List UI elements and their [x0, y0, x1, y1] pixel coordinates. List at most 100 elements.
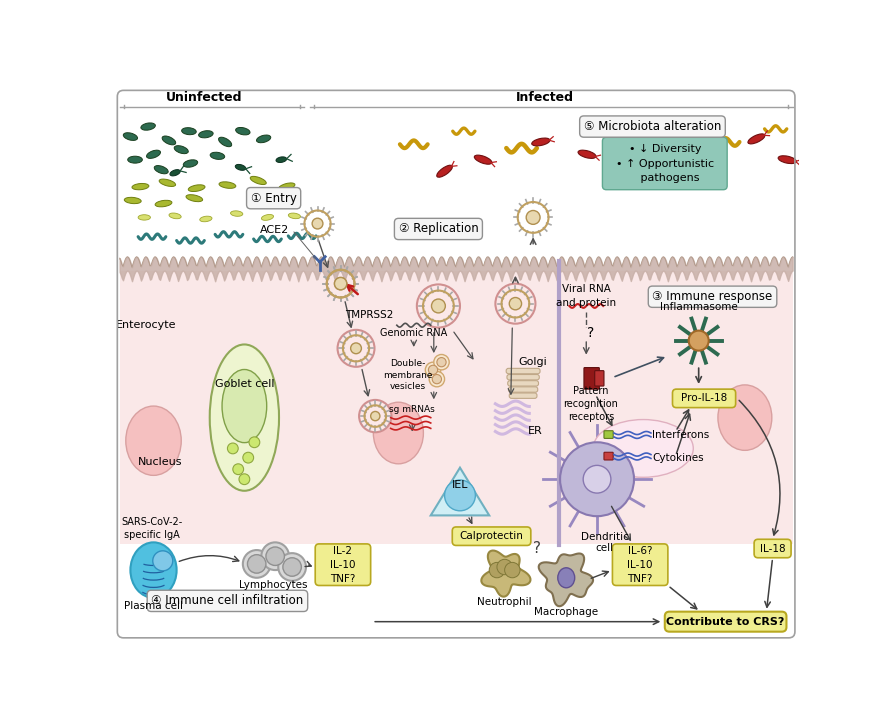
Ellipse shape	[279, 183, 295, 190]
Ellipse shape	[169, 213, 182, 218]
FancyBboxPatch shape	[754, 539, 791, 558]
Text: Lymphocytes: Lymphocytes	[239, 580, 308, 590]
Circle shape	[351, 343, 361, 354]
Ellipse shape	[256, 135, 271, 143]
Circle shape	[433, 374, 441, 384]
FancyBboxPatch shape	[595, 371, 604, 386]
Ellipse shape	[437, 165, 452, 177]
Ellipse shape	[198, 131, 213, 138]
FancyBboxPatch shape	[604, 452, 613, 460]
FancyBboxPatch shape	[673, 389, 736, 407]
Text: Infected: Infected	[515, 91, 574, 104]
Ellipse shape	[128, 156, 142, 163]
Ellipse shape	[147, 150, 160, 159]
Text: Double-
membrane
vesicles: Double- membrane vesicles	[383, 359, 433, 392]
Text: Nucleus: Nucleus	[137, 457, 182, 467]
Ellipse shape	[141, 123, 156, 131]
Circle shape	[279, 553, 306, 581]
FancyBboxPatch shape	[584, 368, 599, 389]
Text: Genomic RNA: Genomic RNA	[380, 328, 448, 338]
Circle shape	[428, 366, 438, 374]
Circle shape	[153, 551, 173, 571]
FancyBboxPatch shape	[452, 527, 530, 546]
Circle shape	[247, 554, 266, 573]
Bar	[119, 270, 793, 544]
Text: TMPRSS2: TMPRSS2	[345, 310, 393, 320]
Text: ② Replication: ② Replication	[399, 223, 478, 236]
Circle shape	[496, 283, 536, 324]
Ellipse shape	[155, 200, 172, 207]
Circle shape	[337, 329, 375, 367]
Ellipse shape	[276, 157, 287, 162]
Text: Interferons: Interferons	[652, 430, 709, 441]
Ellipse shape	[222, 369, 267, 443]
Ellipse shape	[159, 179, 175, 187]
Ellipse shape	[154, 166, 168, 174]
Circle shape	[497, 559, 513, 575]
Text: Uninfected: Uninfected	[166, 91, 243, 104]
Polygon shape	[538, 554, 593, 606]
FancyBboxPatch shape	[507, 374, 539, 380]
Circle shape	[335, 278, 347, 290]
Text: Pattern
recognition
receptors: Pattern recognition receptors	[563, 386, 619, 422]
Text: Inflammasome: Inflammasome	[659, 302, 738, 311]
Ellipse shape	[131, 542, 176, 598]
Text: Contribute to CRS?: Contribute to CRS?	[667, 616, 785, 627]
Ellipse shape	[250, 177, 266, 185]
Text: IL-2
IL-10
TNF?: IL-2 IL-10 TNF?	[330, 546, 356, 584]
Ellipse shape	[288, 213, 301, 218]
Circle shape	[283, 558, 302, 576]
Text: ACE2: ACE2	[260, 225, 289, 235]
Text: ④ Immune cell infiltration: ④ Immune cell infiltration	[151, 594, 303, 607]
Text: • ↓ Diversity
• ↑ Opportunistic
   pathogens: • ↓ Diversity • ↑ Opportunistic pathogen…	[616, 143, 714, 183]
FancyBboxPatch shape	[603, 137, 727, 190]
Text: Golgi: Golgi	[518, 357, 546, 367]
FancyBboxPatch shape	[315, 544, 370, 585]
Ellipse shape	[531, 138, 550, 146]
FancyBboxPatch shape	[509, 393, 537, 399]
Circle shape	[490, 562, 505, 578]
Ellipse shape	[219, 137, 231, 146]
Text: Calprotectin: Calprotectin	[459, 531, 523, 541]
Circle shape	[526, 211, 540, 224]
Text: Enterocyte: Enterocyte	[116, 320, 176, 330]
Text: IEL: IEL	[452, 479, 468, 490]
Circle shape	[445, 480, 475, 510]
Polygon shape	[481, 551, 530, 597]
FancyBboxPatch shape	[612, 544, 668, 585]
Ellipse shape	[183, 160, 198, 167]
Ellipse shape	[718, 385, 772, 451]
Text: ER: ER	[528, 427, 543, 436]
Ellipse shape	[174, 146, 189, 154]
FancyBboxPatch shape	[604, 430, 613, 438]
Circle shape	[228, 443, 239, 454]
Ellipse shape	[182, 128, 196, 135]
Ellipse shape	[578, 150, 596, 159]
Ellipse shape	[632, 160, 650, 167]
Circle shape	[335, 278, 347, 290]
Circle shape	[239, 474, 250, 485]
Text: Cytokines: Cytokines	[652, 453, 704, 463]
Text: ① Entry: ① Entry	[251, 192, 296, 205]
Circle shape	[583, 465, 611, 493]
Circle shape	[417, 284, 460, 327]
Text: sg mRNAs: sg mRNAs	[389, 405, 435, 415]
Ellipse shape	[778, 156, 797, 164]
Ellipse shape	[124, 133, 138, 141]
Text: Pro-IL-18: Pro-IL-18	[681, 394, 727, 403]
Circle shape	[689, 331, 708, 350]
Circle shape	[359, 400, 392, 433]
Ellipse shape	[748, 134, 765, 144]
Text: IL-6?
IL-10
TNF?: IL-6? IL-10 TNF?	[627, 546, 653, 584]
Circle shape	[505, 562, 520, 578]
Text: Plasma cell: Plasma cell	[124, 601, 183, 611]
Text: SARS-CoV-2-
specific IgA: SARS-CoV-2- specific IgA	[121, 517, 182, 540]
Text: IL-18: IL-18	[760, 544, 785, 554]
Text: Macrophage: Macrophage	[534, 606, 598, 616]
FancyBboxPatch shape	[506, 368, 540, 373]
Circle shape	[432, 299, 445, 313]
Circle shape	[262, 542, 289, 570]
Text: Goblet cell: Goblet cell	[214, 379, 274, 389]
Text: ?: ?	[533, 541, 541, 556]
Ellipse shape	[594, 420, 693, 477]
